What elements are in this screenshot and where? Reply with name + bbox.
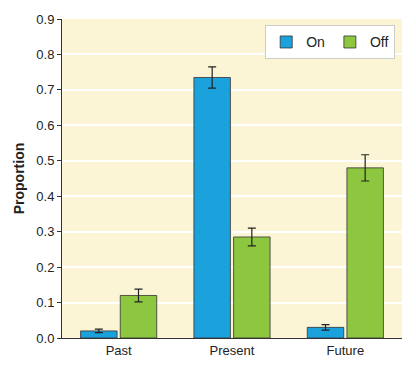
svg-text:0.6: 0.6	[36, 118, 54, 133]
svg-text:On: On	[306, 34, 325, 50]
svg-text:0.2: 0.2	[36, 260, 54, 275]
svg-text:Past: Past	[106, 343, 132, 358]
svg-text:Present: Present	[210, 343, 255, 358]
svg-text:0.0: 0.0	[36, 331, 54, 346]
svg-text:Future: Future	[327, 343, 365, 358]
svg-text:0.1: 0.1	[36, 295, 54, 310]
svg-text:Proportion: Proportion	[11, 143, 27, 215]
svg-text:0.3: 0.3	[36, 224, 54, 239]
svg-text:0.5: 0.5	[36, 153, 54, 168]
svg-text:Off: Off	[370, 34, 389, 50]
svg-text:0.9: 0.9	[36, 12, 54, 27]
svg-text:0.4: 0.4	[36, 189, 54, 204]
svg-text:0.8: 0.8	[36, 47, 54, 62]
svg-text:0.7: 0.7	[36, 82, 54, 97]
